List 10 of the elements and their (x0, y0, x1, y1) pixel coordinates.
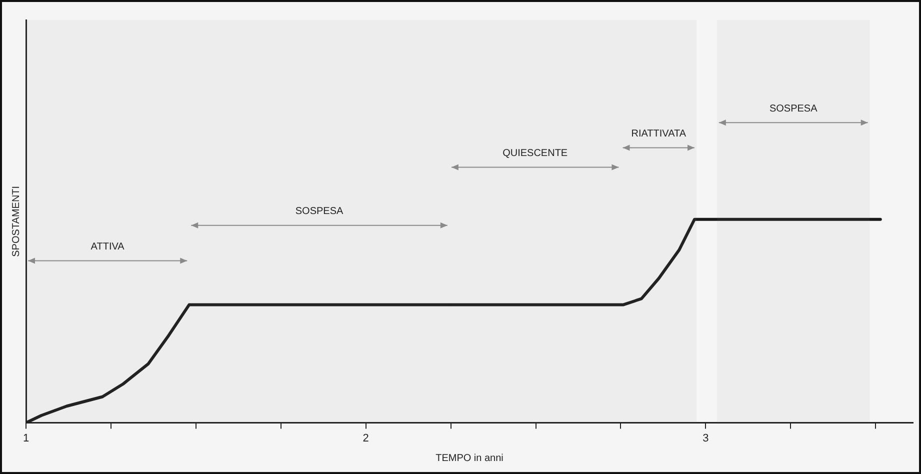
x-tick-label: 3 (702, 432, 709, 444)
band-label: ATTIVA (90, 242, 125, 253)
band-label: RIATTIVATA (631, 128, 686, 140)
x-axis-title: TEMPO in anni (436, 452, 504, 464)
band-label: QUIESCENTE (502, 148, 568, 159)
band-label: SOSPESA (769, 103, 818, 114)
x-tick-label: 1 (22, 432, 30, 444)
x-tick-label: 2 (362, 432, 369, 444)
band-label: SOSPESA (295, 206, 344, 218)
y-axis-title: SPOSTAMENTI (10, 186, 22, 257)
